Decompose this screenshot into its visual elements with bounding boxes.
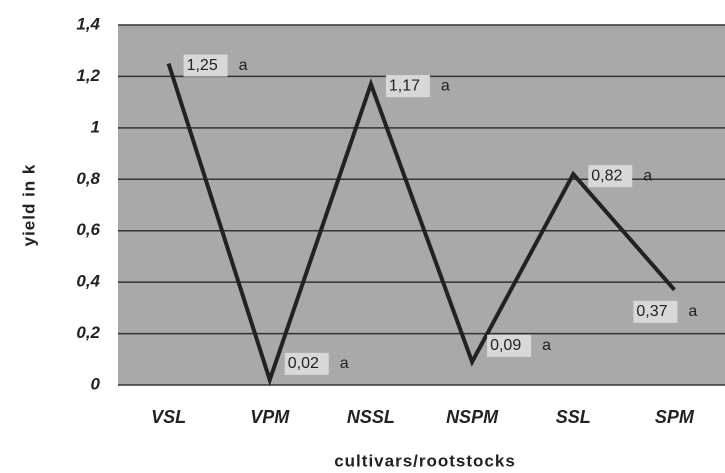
letter-label: a	[239, 57, 248, 74]
value-label: 1,25	[187, 57, 218, 74]
x-tick-label: SSL	[556, 407, 591, 427]
x-tick-label: VSL	[151, 407, 186, 427]
value-label: 0,82	[591, 167, 622, 184]
y-tick-label: 0,2	[76, 323, 100, 342]
y-tick-label: 1,4	[76, 14, 100, 33]
value-label-box	[284, 352, 329, 375]
x-tick-label: VPM	[250, 407, 290, 427]
x-tick-label: NSSL	[347, 407, 395, 427]
y-tick-label: 0,8	[76, 169, 100, 188]
y-tick-label: 0,6	[76, 220, 100, 239]
value-label-box	[183, 54, 228, 77]
line	[166, 62, 676, 387]
letter-label: a	[441, 77, 450, 94]
letter-label: a	[643, 167, 652, 184]
y-axis-title: yield in k	[19, 164, 38, 247]
y-tick-label: 0,4	[76, 272, 100, 291]
y-tick-label: 1,2	[76, 66, 100, 85]
value-label-box	[633, 300, 678, 323]
value-label: 1,17	[389, 77, 420, 94]
letter-label: a	[688, 303, 697, 320]
value-label: 0,02	[288, 355, 319, 372]
y-tick-label: 1	[91, 117, 100, 136]
x-tick-label: SPM	[655, 407, 695, 427]
letter-label: a	[340, 355, 349, 372]
letter-label: a	[542, 337, 551, 354]
value-label-box	[588, 165, 633, 188]
value-label: 0,09	[490, 337, 521, 354]
x-axis-title: cultivars/rootstocks	[334, 451, 516, 470]
x-tick-label: NSPM	[446, 407, 499, 427]
value-label-box	[385, 75, 430, 98]
value-label: 0,37	[636, 303, 667, 320]
y-tick-label: 0	[91, 374, 101, 393]
value-label-box	[487, 334, 532, 357]
